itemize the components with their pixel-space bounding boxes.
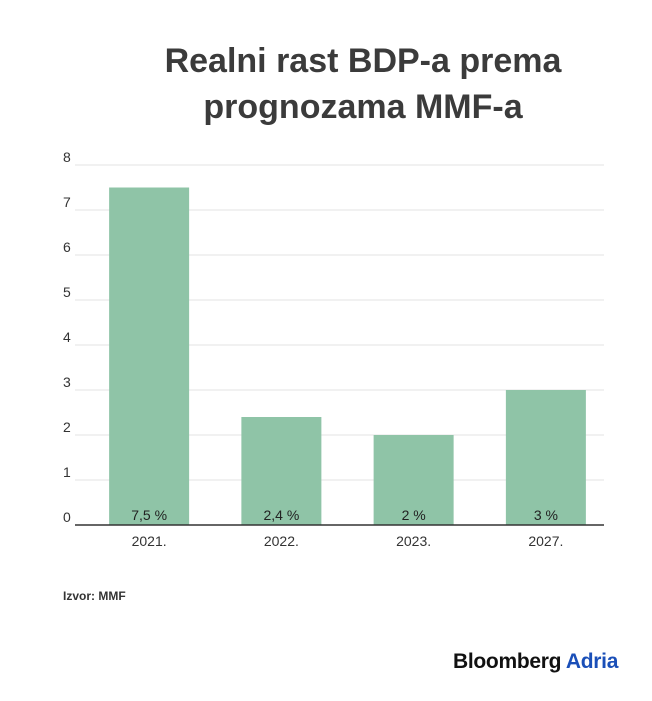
- data-label: 7,5 %: [131, 507, 167, 523]
- chart-title-line-2: prognozama MMF-a: [203, 88, 523, 126]
- y-tick-label: 7: [63, 194, 71, 210]
- data-label: 3 %: [534, 507, 558, 523]
- chart-title-line-1: Realni rast BDP-a prema: [164, 42, 562, 80]
- bar: [109, 187, 190, 525]
- x-tick-label: 2021.: [132, 533, 167, 549]
- data-label: 2,4 %: [263, 507, 299, 523]
- y-tick-label: 5: [63, 284, 71, 300]
- x-tick-label: 2023.: [396, 533, 431, 549]
- y-tick-label: 0: [63, 509, 71, 525]
- x-tick-label: 2027.: [528, 533, 563, 549]
- brand-logo: Bloomberg Adria: [453, 650, 618, 674]
- bar: [505, 390, 586, 525]
- x-tick-label: 2022.: [264, 533, 299, 549]
- bar: [373, 435, 454, 525]
- y-tick-label: 8: [63, 149, 71, 165]
- y-tick-label: 2: [63, 419, 71, 435]
- y-tick-label: 6: [63, 239, 71, 255]
- y-tick-label: 1: [63, 464, 71, 480]
- source-note: Izvor: MMF: [63, 589, 126, 603]
- chart-title: Realni rast BDP-a prema prognozama MMF-a: [0, 38, 652, 130]
- data-label: 2 %: [402, 507, 426, 523]
- bar: [241, 417, 322, 525]
- y-tick-label: 3: [63, 374, 71, 390]
- brand-suffix: Adria: [565, 650, 619, 673]
- y-tick-label: 4: [63, 329, 71, 345]
- brand-name: Bloomberg: [453, 650, 562, 673]
